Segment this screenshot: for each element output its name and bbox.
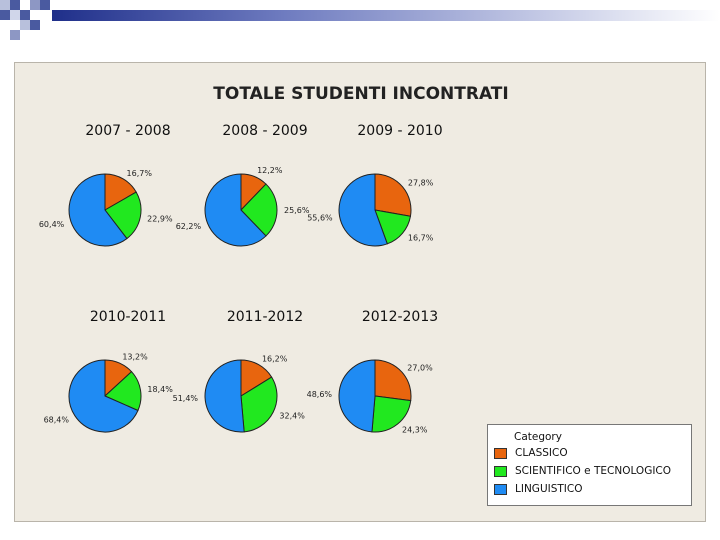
legend-title: Category	[514, 431, 562, 443]
pie-slice-scientifico	[240, 376, 278, 433]
legend-swatch-linguistico	[494, 483, 507, 495]
pie-slice-scientifico	[104, 370, 142, 412]
percent-label-scientifico: 16,7%	[408, 234, 434, 243]
legend-swatch-classico	[494, 447, 507, 459]
percent-label-scientifico: 25,6%	[284, 206, 310, 215]
pie-slice-linguistico	[68, 173, 128, 247]
pie-slice-scientifico	[371, 395, 412, 433]
percent-label-scientifico: 22,9%	[147, 214, 173, 223]
header-decoration	[0, 0, 720, 40]
percent-label-classico: 27,0%	[407, 364, 433, 373]
pie-slice-scientifico	[240, 183, 278, 237]
pie-slice-scientifico	[104, 191, 142, 240]
percent-label-linguistico: 62,2%	[176, 222, 202, 231]
pie-title-2008-2009: 2008 - 2009	[222, 123, 308, 139]
percent-label-linguistico: 68,4%	[44, 415, 70, 424]
percent-label-classico: 12,2%	[257, 166, 283, 175]
chart-panel: TOTALE STUDENTI INCONTRATI 2007 - 2008 2…	[14, 62, 706, 522]
percent-label-scientifico: 32,4%	[279, 411, 305, 420]
pie-slice-linguistico	[204, 359, 245, 433]
percent-label-linguistico: 60,4%	[39, 220, 65, 229]
pie-title-2007-2008: 2007 - 2008	[85, 123, 171, 139]
pie-chart-2009-2010: 27,8% 16,7% 55,6%	[307, 173, 434, 247]
legend-item-classico: CLASSICO	[494, 446, 568, 460]
legend-label-classico: CLASSICO	[515, 447, 568, 459]
pie-chart-2012-2013: 27,0% 24,3% 48,6%	[307, 359, 433, 434]
legend-label-linguistico: LINGUISTICO	[515, 483, 583, 495]
pie-chart-2010-2011: 13,2% 18,4% 68,4%	[44, 353, 173, 433]
percent-label-classico: 16,7%	[127, 169, 153, 178]
pie-slice-linguistico	[68, 359, 139, 433]
pie-slice-linguistico	[338, 359, 376, 433]
pie-slice-classico	[374, 173, 412, 217]
legend-swatch-scientifico	[494, 465, 507, 477]
pie-slice-linguistico	[204, 173, 267, 247]
chart-title: TOTALE STUDENTI INCONTRATI	[213, 84, 509, 104]
pie-title-2010-2011: 2010-2011	[89, 309, 167, 325]
legend-item-scientifico: SCIENTIFICO e TECNOLOGICO	[494, 464, 671, 478]
percent-label-linguistico: 51,4%	[173, 394, 199, 403]
pie-title-2012-2013: 2012-2013	[361, 309, 439, 325]
percent-label-classico: 13,2%	[122, 353, 148, 362]
pie-slice-linguistico	[338, 173, 388, 247]
percent-label-linguistico: 48,6%	[307, 390, 333, 399]
legend-label-scientifico: SCIENTIFICO e TECNOLOGICO	[515, 465, 672, 477]
pie-chart-2007-2008: 16,7% 22,9% 60,4%	[39, 169, 173, 247]
legend-item-linguistico: LINGUISTICO	[494, 482, 583, 496]
percent-label-classico: 16,2%	[262, 354, 288, 363]
pie-slice-classico	[374, 359, 412, 402]
percent-label-linguistico: 55,6%	[307, 213, 333, 222]
percent-label-scientifico: 18,4%	[147, 385, 173, 394]
pie-title-2011-2012: 2011-2012	[226, 309, 304, 325]
percent-label-classico: 27,8%	[408, 178, 434, 187]
pie-chart-2008-2009: 12,2% 25,6% 62,2%	[176, 166, 310, 247]
percent-label-scientifico: 24,3%	[402, 425, 428, 434]
legend: Category CLASSICO SCIENTIFICO e TECNOLOG…	[487, 424, 692, 506]
pie-chart-2011-2012: 16,2% 32,4% 51,4%	[173, 354, 305, 433]
pie-title-2009-2010: 2009 - 2010	[357, 123, 443, 139]
